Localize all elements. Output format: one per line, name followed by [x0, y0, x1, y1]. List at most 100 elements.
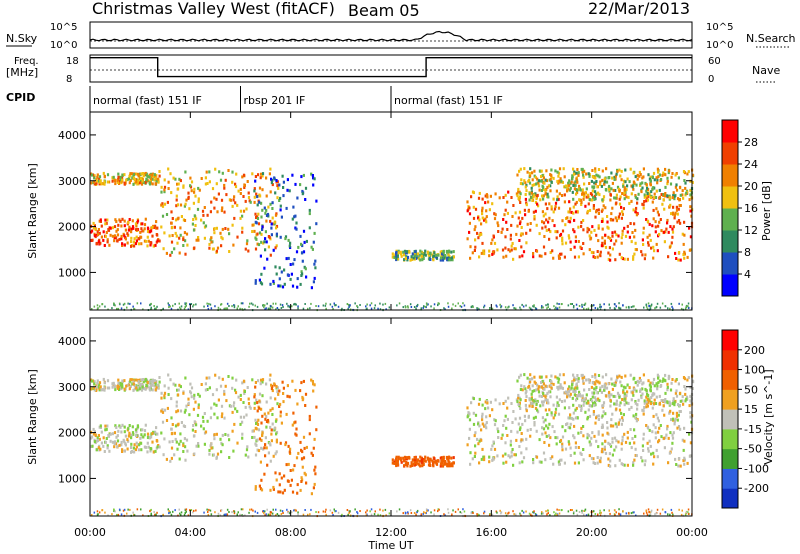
power-echo [571, 177, 574, 181]
velocity-echo [594, 388, 597, 392]
power-echo [645, 305, 648, 308]
velocity-echo [395, 460, 398, 464]
power-echo [242, 195, 245, 198]
velocity-echo [311, 453, 314, 457]
power-echo [663, 194, 667, 198]
power-echo [549, 230, 552, 234]
power-echo [106, 240, 109, 244]
velocity-echo [478, 397, 481, 401]
power-echo [246, 239, 249, 243]
velocity-echo [546, 401, 549, 405]
velocity-echo [223, 416, 226, 420]
velocity-echo [666, 385, 669, 389]
velocity-echo [393, 462, 396, 465]
velocity-echo [214, 373, 217, 377]
y-tick-label: 4000 [58, 335, 86, 348]
power-echo [97, 233, 100, 236]
power-echo [620, 256, 623, 260]
power-echo [435, 253, 438, 257]
power-echo [581, 192, 584, 196]
power-echo [102, 238, 105, 242]
velocity-echo [553, 511, 555, 514]
power-echo [120, 224, 123, 228]
power-echo [136, 179, 139, 183]
velocity-echo [592, 410, 595, 413]
velocity-echo [427, 463, 431, 467]
power-echo [155, 220, 158, 224]
freq-line [90, 57, 692, 78]
power-echo [604, 245, 608, 249]
velocity-echo [593, 391, 596, 395]
power-echo [571, 190, 574, 194]
power-echo [484, 217, 487, 221]
velocity-echo [526, 376, 529, 380]
velocity-echo [197, 442, 200, 445]
power-echo [248, 305, 250, 308]
power-echo [299, 234, 302, 238]
power-echo [133, 237, 136, 241]
velocity-echo [600, 450, 603, 454]
power-echo [123, 302, 126, 305]
power-echo [588, 248, 591, 252]
power-echo [138, 181, 141, 185]
velocity-echo [301, 478, 304, 482]
power-echo [175, 194, 178, 198]
velocity-echo [148, 381, 151, 385]
power-echo [574, 239, 577, 243]
velocity-echo [466, 415, 469, 419]
velocity-echo [130, 436, 133, 440]
velocity-echo [688, 432, 691, 436]
power-echo [599, 250, 602, 254]
power-echo [678, 302, 680, 305]
velocity-echo [247, 397, 250, 401]
power-echo [539, 179, 542, 183]
power-echo [607, 251, 610, 255]
velocity-echo [255, 422, 258, 425]
velocity-echo [397, 455, 400, 459]
velocity-echo [632, 377, 635, 381]
power-echo [244, 308, 246, 311]
power-echo [123, 173, 126, 177]
power-echo [638, 170, 641, 174]
velocity-echo [593, 510, 595, 513]
power-echo [122, 303, 125, 306]
power-echo [647, 243, 650, 247]
velocity-echo [223, 513, 226, 516]
velocity-echo [183, 437, 186, 441]
velocity-echo [664, 391, 667, 395]
power-echo [172, 304, 174, 307]
power-echo [269, 307, 271, 310]
power-echo [115, 236, 118, 240]
velocity-echo [512, 510, 514, 513]
power-echo [99, 179, 102, 183]
power-echo [638, 174, 641, 178]
velocity-echo [177, 388, 180, 392]
velocity-echo [672, 411, 675, 415]
power-echo [265, 176, 268, 180]
power-echo [518, 169, 521, 173]
velocity-echo [214, 511, 216, 514]
power-echo [561, 229, 565, 233]
velocity-echo [132, 380, 135, 384]
velocity-echo [138, 387, 141, 391]
velocity-echo [574, 416, 578, 420]
power-echo [411, 252, 414, 256]
velocity-echo [365, 511, 367, 514]
velocity-echo [433, 513, 435, 516]
velocity-echo [170, 513, 173, 516]
power-echo [433, 303, 436, 306]
velocity-echo [269, 511, 272, 514]
power-echo [595, 173, 598, 177]
power-echo [413, 306, 416, 308]
velocity-echo [591, 391, 594, 395]
velocity-echo [443, 462, 446, 466]
velocity-echo [623, 432, 626, 436]
power-echo [524, 213, 527, 217]
velocity-echo [672, 513, 674, 516]
power-echo [144, 217, 147, 221]
velocity-echo [657, 376, 660, 380]
velocity-echo [313, 482, 316, 486]
power-echo [491, 252, 494, 256]
power-echo [621, 257, 624, 261]
power-echo [536, 177, 539, 181]
